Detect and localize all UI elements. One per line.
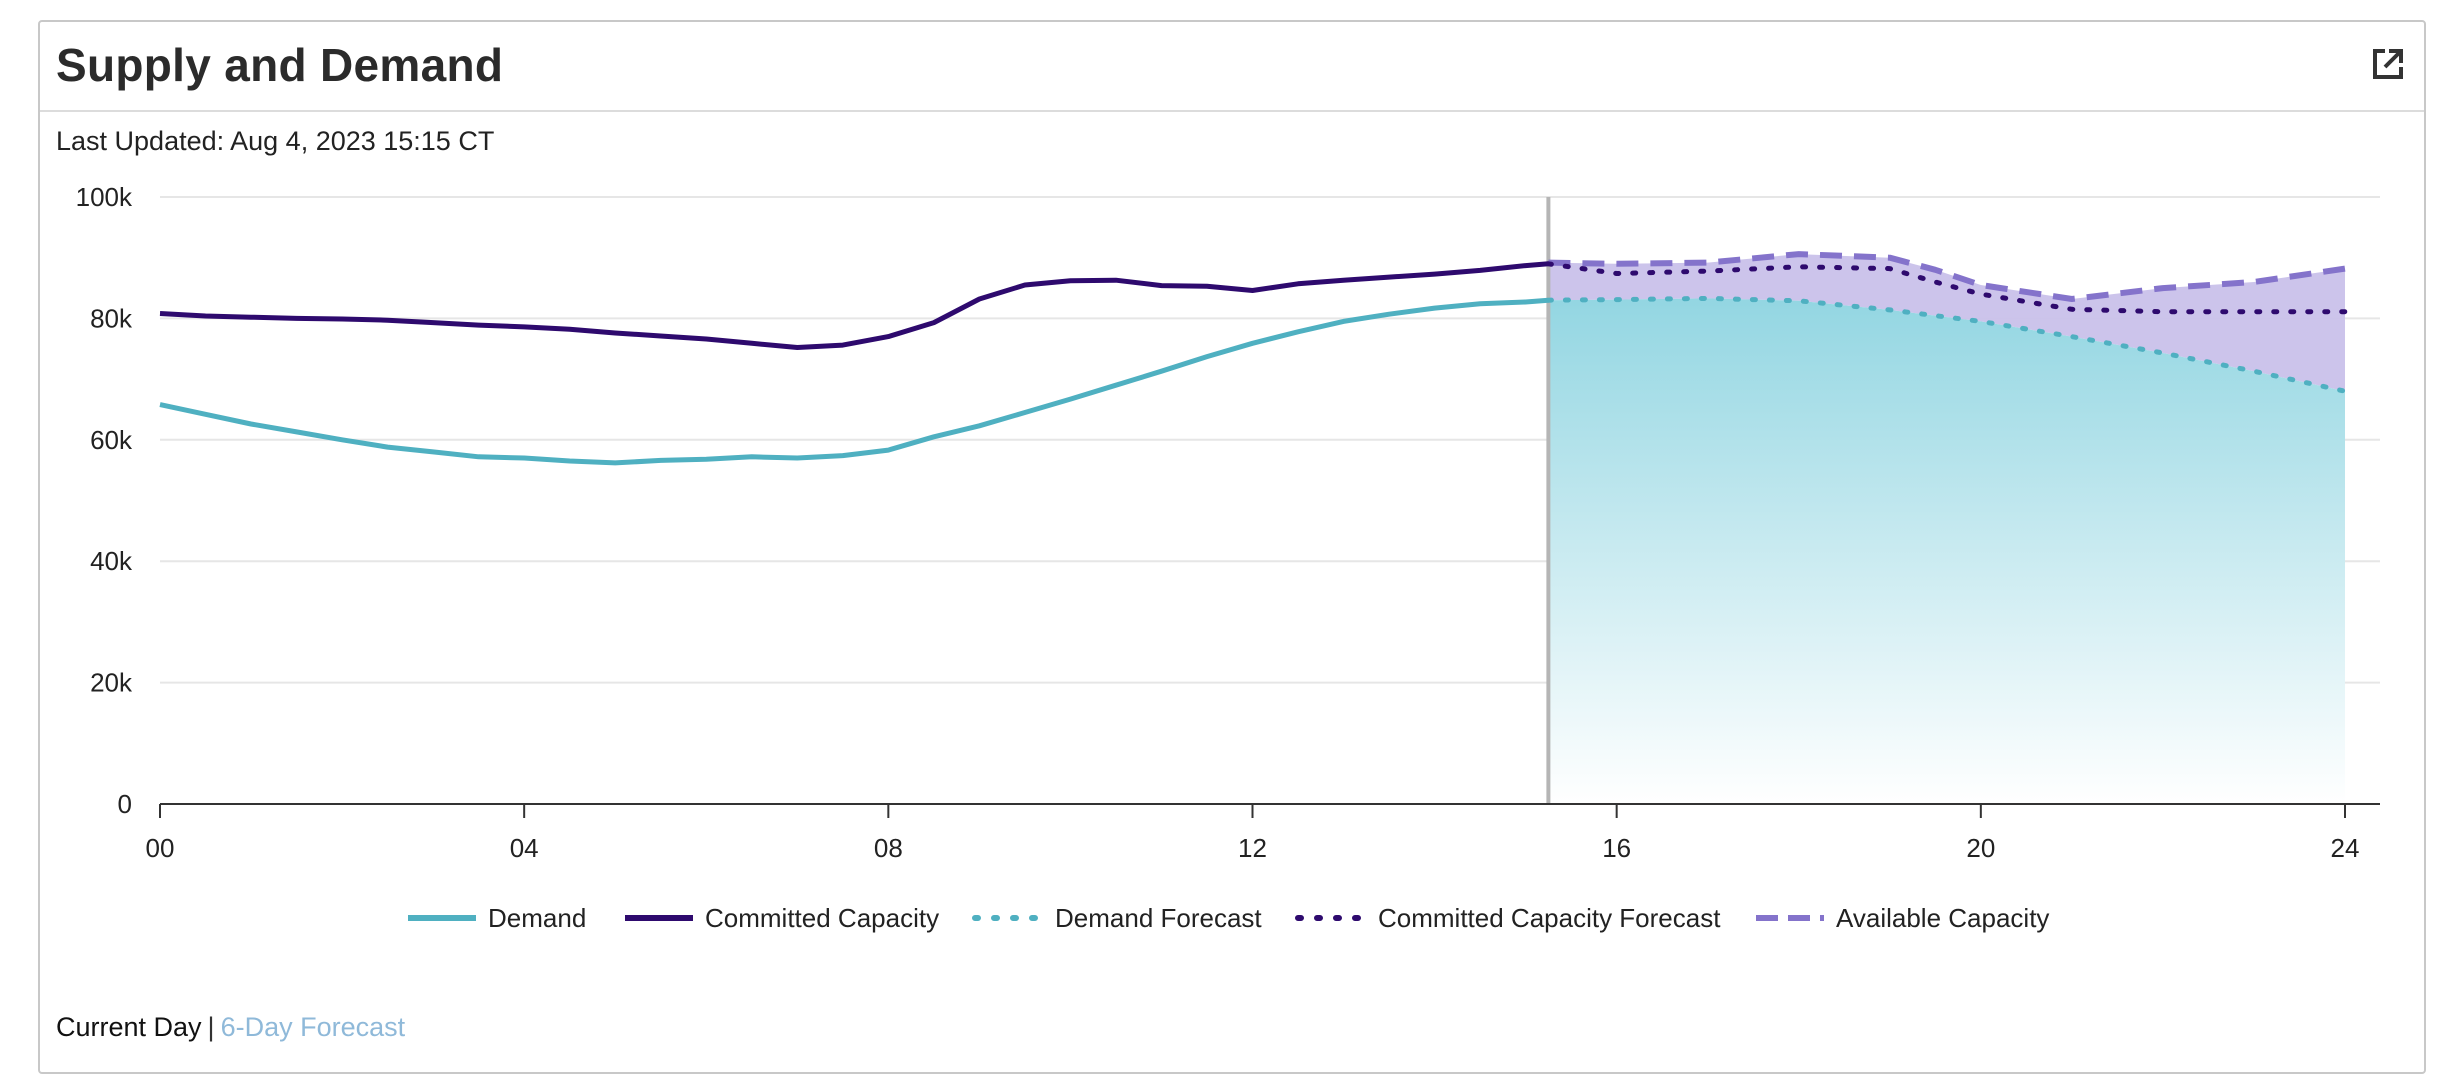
series-line-demand [159,297,1549,466]
axis-layer: 0 20k 40k 60k 80k 100k 00 04 08 12 16 20 24 [76,182,2380,863]
series-line-committed-capacity [159,261,1549,350]
series-line-demand-forecast [1545,295,2348,394]
legend-label: Available Capacity [1836,903,2049,933]
current-day-label: Current Day [56,1012,202,1042]
external-link-icon[interactable] [2368,44,2408,84]
x-tick-label: 00 [146,833,175,863]
y-tick-label: 20k [90,668,133,698]
legend-item-available-capacity[interactable]: Available Capacity [1756,903,2049,933]
series-line-committed-capacity-forecast [1545,261,2348,315]
x-tick-label: 12 [1238,833,1267,863]
card-header: Supply and Demand [40,22,2424,112]
series-layer [159,251,2348,466]
y-tick-label: 0 [118,789,132,819]
legend-label: Committed Capacity [705,903,939,933]
separator: | [207,1012,215,1042]
y-tick-label: 100k [76,182,133,212]
legend-item-committed-capacity[interactable]: Committed Capacity [625,903,939,933]
six-day-forecast-link[interactable]: 6-Day Forecast [220,1012,406,1042]
legend-item-committed-capacity-forecast[interactable]: Committed Capacity Forecast [1295,903,1721,933]
demand-forecast-area [1548,298,2345,804]
x-tick-label: 16 [1602,833,1631,863]
legend-label: Demand Forecast [1055,903,1262,933]
y-tick-label: 80k [90,303,133,333]
view-switcher: Current Day | 6-Day Forecast [56,1012,405,1043]
legend-label: Demand [488,903,586,933]
fill-layer [1546,197,2345,804]
card-title: Supply and Demand [56,39,504,91]
legend-label: Committed Capacity Forecast [1378,903,1721,933]
x-tick-label: 24 [2331,833,2360,863]
y-tick-label: 60k [90,425,133,455]
y-tick-label: 40k [90,546,133,576]
legend-item-demand-forecast[interactable]: Demand Forecast [972,903,1262,933]
available-capacity-band [1548,254,2345,392]
last-updated-text: Last Updated: Aug 4, 2023 15:15 CT [56,126,495,156]
x-tick-label: 04 [510,833,539,863]
legend-layer: Demand Committed Capacity Demand Forecast C… [408,903,2049,933]
series-line-available-capacity [1548,251,2346,302]
x-tick-label: 08 [874,833,903,863]
x-tick-label: 20 [1966,833,1995,863]
legend-item-demand[interactable]: Demand [408,903,586,933]
